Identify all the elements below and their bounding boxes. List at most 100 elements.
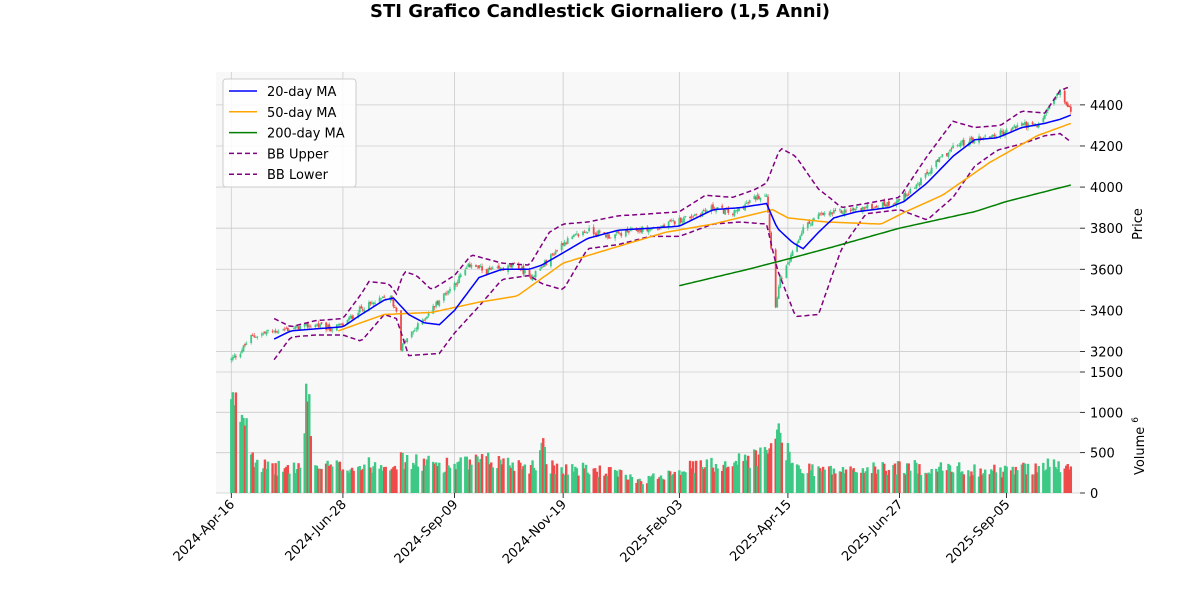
volume-bar	[603, 475, 606, 493]
candle-body	[1031, 122, 1034, 125]
candle-body	[701, 211, 704, 217]
candle-body	[383, 296, 386, 298]
volume-bar	[884, 470, 887, 493]
volume-bar	[327, 466, 331, 493]
volume-bar	[777, 423, 780, 493]
candle-body	[817, 214, 820, 220]
price-y-tick-label: 4400	[1090, 99, 1123, 114]
candle-body	[253, 335, 256, 337]
candle-body	[254, 337, 257, 338]
candle-body	[588, 227, 591, 232]
candle-body	[447, 290, 450, 294]
volume-bar	[702, 469, 706, 493]
candle-body	[586, 232, 589, 233]
volume-bar	[554, 473, 557, 493]
volume-bar	[701, 466, 704, 493]
candle-body	[828, 213, 831, 215]
volume-bar	[416, 466, 420, 493]
volume-bar	[381, 470, 384, 493]
candle-body	[453, 283, 456, 290]
candle-body	[426, 316, 428, 319]
volume-bar	[305, 383, 308, 493]
volume-bar	[509, 467, 513, 493]
volume-bar	[1068, 469, 1071, 493]
candle-body	[883, 200, 886, 206]
volume-bar	[849, 466, 852, 493]
candle-body	[276, 331, 279, 333]
volume-bar	[294, 473, 297, 493]
volume-bar	[927, 472, 930, 493]
candle-body	[241, 350, 243, 353]
volume-bar	[870, 473, 874, 493]
volume-bar	[626, 479, 629, 493]
volume-bar	[745, 460, 748, 493]
candle-body	[416, 323, 419, 330]
volume-bar	[263, 459, 267, 493]
price-y-tick-label: 4200	[1090, 140, 1123, 155]
candle-body	[251, 335, 254, 337]
candle-body	[412, 331, 415, 333]
volume-bar	[774, 438, 777, 493]
volume-bar	[919, 475, 923, 493]
candle-body	[316, 324, 318, 326]
volume-bar	[982, 473, 985, 493]
candle-body	[459, 274, 462, 278]
candle-body	[400, 310, 402, 351]
volume-bar	[661, 478, 664, 493]
volume-bar	[438, 462, 441, 493]
volume-bar	[679, 474, 683, 493]
candle-body	[520, 267, 523, 270]
candle-body	[1042, 117, 1045, 123]
legend-entry: 200-day MA	[267, 127, 345, 142]
volume-bar	[413, 464, 416, 493]
volume-bar	[520, 469, 524, 493]
volume-bar	[957, 462, 961, 493]
volume-bar	[941, 470, 944, 493]
candle-body	[938, 157, 941, 163]
volume-bar	[337, 462, 340, 493]
candle-body	[1068, 105, 1071, 107]
volume-bar	[886, 474, 889, 493]
volume-bar	[994, 472, 998, 493]
candle-body	[340, 323, 343, 326]
candle-body	[832, 210, 835, 214]
volume-bar	[748, 467, 751, 493]
volume-bar	[497, 456, 501, 493]
candle-body	[929, 172, 932, 174]
candle-body	[465, 267, 468, 269]
volume-bar	[936, 471, 939, 493]
volume-bar	[961, 471, 964, 493]
volume-bar	[734, 460, 738, 493]
candle-body	[1002, 131, 1005, 135]
volume-bar	[271, 463, 274, 493]
volume-bar	[967, 470, 970, 493]
volume-bar	[1054, 466, 1057, 493]
candle-body	[661, 225, 664, 227]
volume-bar	[742, 460, 745, 493]
volume-bar	[379, 465, 383, 493]
candle-body	[647, 228, 650, 233]
volume-bar	[457, 461, 461, 493]
candle-body	[641, 226, 644, 232]
volume-bar	[765, 449, 768, 493]
candle-body	[360, 306, 363, 309]
volume-bar	[431, 461, 435, 493]
volume-bar	[785, 460, 788, 493]
candle-body	[936, 159, 939, 162]
volume-bar	[993, 464, 996, 493]
volume-bar	[829, 465, 832, 493]
candle-body	[785, 265, 788, 278]
candle-body	[319, 323, 321, 328]
volume-bar	[673, 471, 676, 493]
volume-bar	[415, 454, 418, 493]
volume-bar	[918, 464, 921, 493]
candle-body	[722, 208, 725, 214]
volume-bar	[508, 465, 511, 493]
volume-bar	[358, 465, 361, 493]
volume-bar	[788, 451, 791, 493]
candle-body	[488, 267, 491, 270]
volume-bar	[369, 467, 372, 493]
candle-body	[368, 302, 370, 310]
candle-body	[829, 211, 832, 215]
candle-body	[904, 193, 907, 197]
